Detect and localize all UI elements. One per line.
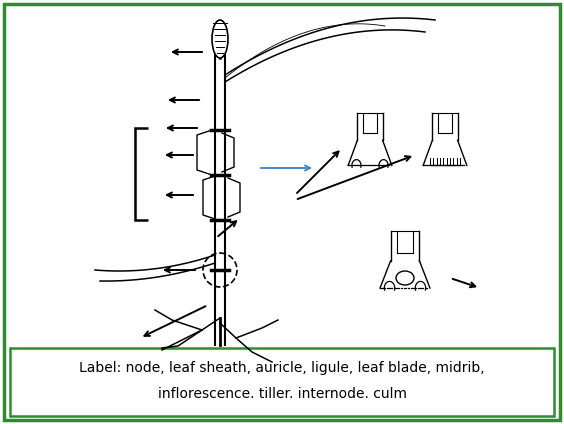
FancyBboxPatch shape <box>10 348 554 416</box>
Ellipse shape <box>212 20 228 58</box>
Text: inflorescence. tiller. internode. culm: inflorescence. tiller. internode. culm <box>157 387 407 401</box>
Text: Label: node, leaf sheath, auricle, ligule, leaf blade, midrib,: Label: node, leaf sheath, auricle, ligul… <box>79 361 485 375</box>
Ellipse shape <box>396 271 414 285</box>
